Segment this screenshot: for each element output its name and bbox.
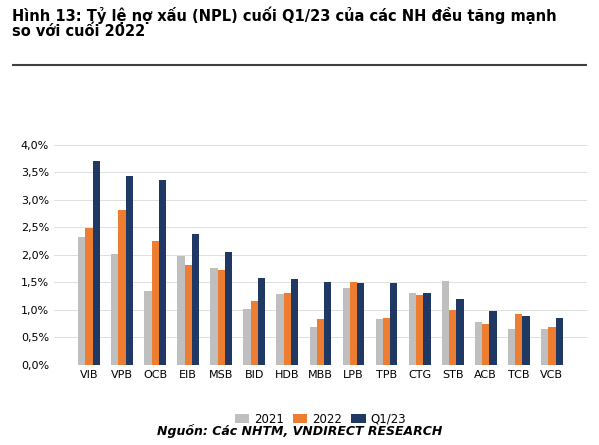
Bar	[159, 180, 166, 365]
Bar	[416, 295, 423, 365]
Bar	[192, 235, 199, 365]
Bar	[277, 295, 284, 365]
Bar	[343, 288, 350, 365]
Bar	[456, 299, 464, 365]
Bar	[317, 319, 324, 365]
Bar	[442, 281, 449, 365]
Bar	[184, 265, 192, 365]
Bar	[383, 318, 390, 365]
Bar	[152, 241, 159, 365]
Bar	[357, 283, 364, 365]
Bar	[390, 283, 398, 365]
Bar	[449, 310, 456, 365]
Bar	[409, 293, 416, 365]
Bar	[177, 256, 184, 365]
Bar	[86, 228, 93, 365]
Bar	[310, 327, 317, 365]
Bar	[225, 252, 232, 365]
Text: so với cuối 2022: so với cuối 2022	[12, 24, 145, 40]
Bar	[548, 328, 555, 365]
Text: Nguồn: Các NHTM, VNDIRECT RESEARCH: Nguồn: Các NHTM, VNDIRECT RESEARCH	[157, 425, 442, 438]
Bar	[126, 176, 133, 365]
Bar	[350, 282, 357, 365]
Bar	[508, 328, 515, 365]
Bar	[111, 254, 119, 365]
Bar	[284, 293, 291, 365]
Bar	[482, 324, 489, 365]
Bar	[243, 309, 251, 365]
Bar	[291, 279, 298, 365]
Bar	[555, 318, 563, 365]
Bar	[515, 314, 522, 365]
Bar	[210, 268, 217, 365]
Bar	[93, 161, 100, 365]
Bar	[217, 270, 225, 365]
Bar	[324, 282, 331, 365]
Bar	[78, 237, 86, 365]
Legend: 2021, 2022, Q1/23: 2021, 2022, Q1/23	[230, 408, 411, 430]
Bar	[489, 312, 497, 365]
Bar	[251, 301, 258, 365]
Bar	[522, 316, 530, 365]
Bar	[423, 293, 431, 365]
Bar	[144, 291, 152, 365]
Bar	[475, 322, 482, 365]
Bar	[541, 329, 548, 365]
Bar	[258, 278, 265, 365]
Bar	[376, 319, 383, 365]
Bar	[119, 210, 126, 365]
Text: Hình 13: Tỷ lệ nợ xấu (NPL) cuối Q1/23 của các NH đều tăng mạnh: Hình 13: Tỷ lệ nợ xấu (NPL) cuối Q1/23 c…	[12, 7, 556, 24]
